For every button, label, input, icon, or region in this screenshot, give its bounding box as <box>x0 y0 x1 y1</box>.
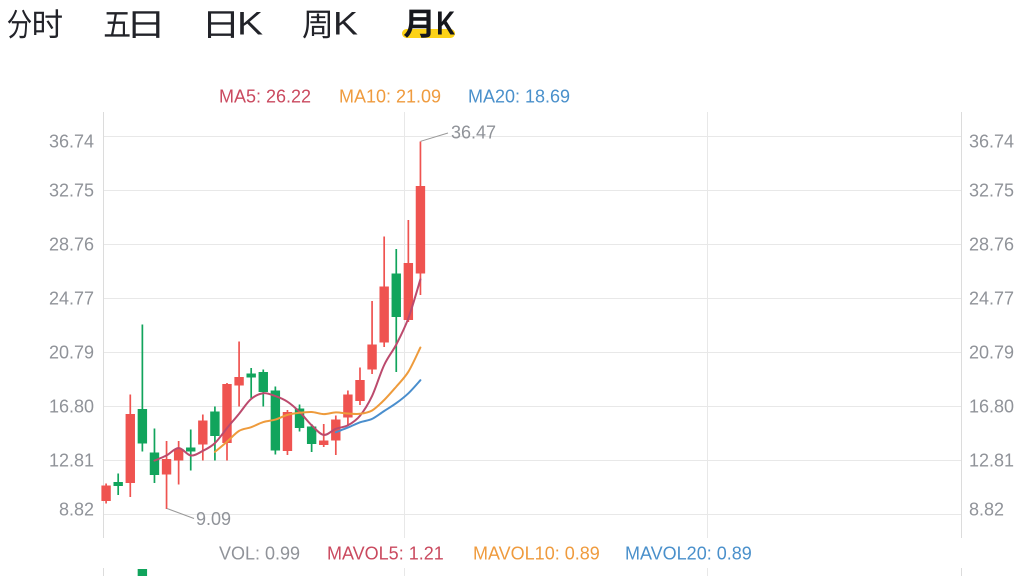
svg-text:20.79: 20.79 <box>49 343 94 363</box>
svg-text:36.47: 36.47 <box>451 123 496 143</box>
svg-text:28.76: 28.76 <box>969 235 1014 255</box>
svg-text:K: K <box>333 6 358 42</box>
svg-text:24.77: 24.77 <box>969 289 1014 309</box>
svg-text:16.80: 16.80 <box>49 397 94 417</box>
svg-text:K: K <box>237 6 263 42</box>
svg-text:32.75: 32.75 <box>969 181 1014 201</box>
svg-text:12.81: 12.81 <box>49 451 94 471</box>
svg-text:MAVOL5: 1.21: MAVOL5: 1.21 <box>327 544 444 564</box>
svg-text:MAVOL10: 0.89: MAVOL10: 0.89 <box>473 544 600 564</box>
svg-text:24.77: 24.77 <box>49 289 94 309</box>
svg-text:K: K <box>436 5 455 42</box>
svg-text:36.74: 36.74 <box>49 132 94 152</box>
svg-text:MA10: 21.09: MA10: 21.09 <box>339 87 441 107</box>
svg-text:20.79: 20.79 <box>969 343 1014 363</box>
svg-text:8.82: 8.82 <box>969 500 1004 520</box>
svg-text:32.75: 32.75 <box>49 181 94 201</box>
svg-text:36.74: 36.74 <box>969 132 1014 152</box>
svg-text:MA5: 26.22: MA5: 26.22 <box>219 87 311 107</box>
svg-text:MAVOL20: 0.89: MAVOL20: 0.89 <box>625 544 752 564</box>
svg-text:12.81: 12.81 <box>969 451 1014 471</box>
svg-text:9.09: 9.09 <box>196 509 231 529</box>
svg-text:8.82: 8.82 <box>59 500 94 520</box>
svg-text:VOL: 0.99: VOL: 0.99 <box>219 544 300 564</box>
svg-text:28.76: 28.76 <box>49 235 94 255</box>
svg-text:16.80: 16.80 <box>969 397 1014 417</box>
svg-text:MA20: 18.69: MA20: 18.69 <box>468 87 570 107</box>
